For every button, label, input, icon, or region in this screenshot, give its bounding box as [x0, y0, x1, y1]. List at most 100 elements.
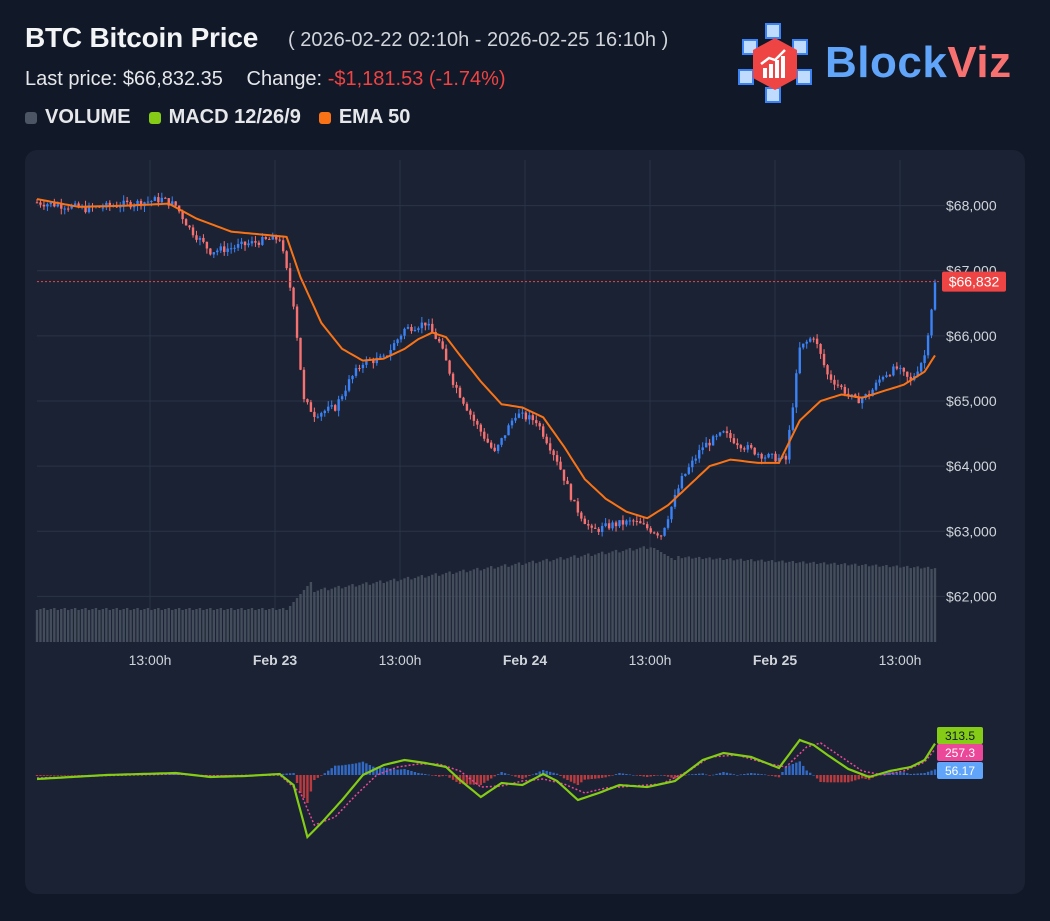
candle-body: [840, 385, 843, 388]
volume-bar: [555, 558, 559, 642]
macd-histogram-bar: [337, 765, 340, 775]
volume-bar: [295, 598, 299, 642]
candle-body: [521, 412, 524, 414]
volume-bar: [91, 609, 94, 642]
macd-histogram-bar: [333, 765, 337, 775]
macd-histogram-bar: [177, 774, 181, 775]
x-tick-label: 13:00h: [129, 652, 172, 668]
legend-item-volume[interactable]: VOLUME: [25, 106, 131, 129]
date-range: ( 2026-02-22 02:10h - 2026-02-25 16:10h …: [288, 29, 669, 51]
logo-wordmark: BlockViz: [825, 38, 1012, 88]
volume-bar: [42, 608, 46, 642]
macd-histogram-bar: [351, 763, 354, 775]
volume-bar: [899, 567, 902, 642]
macd-histogram-bar: [340, 765, 344, 775]
volume-bar: [479, 570, 482, 642]
candle-body: [777, 457, 781, 462]
macd-histogram-bar: [746, 773, 749, 775]
macd-histogram-bar: [677, 775, 680, 778]
candle-body: [763, 457, 767, 459]
last-price-value: $66,832.35: [122, 68, 223, 90]
candle-body: [812, 338, 815, 340]
candle-body: [299, 337, 302, 370]
candle-body: [188, 225, 191, 228]
legend-item-macd[interactable]: MACD 12/26/9: [148, 106, 301, 129]
candle-body: [618, 520, 621, 527]
candle-body: [87, 205, 91, 213]
volume-bar: [379, 580, 382, 642]
volume-bar: [635, 549, 639, 642]
macd-histogram-bar: [538, 771, 541, 775]
candle-body: [885, 375, 888, 378]
candle-body: [881, 377, 885, 380]
macd-histogram-bar: [795, 762, 798, 775]
candle-body: [774, 453, 777, 462]
volume-bar: [604, 554, 607, 642]
candle-body: [306, 399, 309, 403]
macd-histogram-bar: [625, 774, 628, 775]
macd-histogram-bar: [77, 775, 80, 776]
candle-body: [545, 436, 548, 444]
macd-histogram-bar: [403, 769, 406, 775]
macd-histogram-bar: [923, 773, 926, 775]
x-tick-label: 13:00h: [879, 652, 922, 668]
ema-50-line: [36, 198, 936, 520]
volume-bar: [205, 609, 209, 642]
macd-histogram-bar: [548, 771, 552, 775]
macd-histogram-bar: [635, 775, 639, 776]
volume-bar: [701, 559, 704, 642]
candle-body: [437, 338, 441, 342]
macd-histogram-bar: [576, 775, 580, 785]
volume-bar: [750, 559, 753, 642]
volume-bar: [490, 566, 493, 642]
candle-body: [725, 431, 729, 434]
volume-bar: [552, 559, 555, 642]
volume-bar: [760, 559, 763, 642]
volume-bar: [843, 563, 847, 642]
last-price-label: Last price:: [25, 68, 118, 90]
candle-body: [510, 420, 514, 426]
candle-body: [247, 243, 250, 246]
candle-body: [261, 237, 264, 245]
macd-histogram-bar: [691, 774, 694, 775]
volume-bar: [410, 579, 413, 642]
macd-histogram-bar: [507, 774, 510, 775]
candle-body: [587, 524, 590, 526]
volume-bar: [87, 610, 91, 642]
macd-histogram-bar: [767, 775, 770, 776]
macd-histogram-bar: [632, 775, 635, 776]
candle-body: [396, 339, 399, 344]
candle-body: [275, 235, 278, 240]
legend-item-ema[interactable]: EMA 50: [318, 106, 410, 129]
volume-bar: [77, 610, 80, 642]
candle-body: [680, 475, 684, 489]
candle-body: [372, 359, 375, 364]
macd-histogram-bar: [902, 772, 905, 775]
candle-body: [223, 246, 226, 252]
volume-bar: [826, 564, 829, 642]
candle-body: [531, 415, 535, 421]
volume-bar: [167, 608, 170, 642]
volume-bar: [181, 610, 184, 642]
candle-body: [361, 364, 365, 369]
volume-bar: [94, 608, 98, 642]
macd-histogram-bar: [597, 775, 600, 779]
candle-body: [313, 411, 316, 417]
candle-body: [760, 453, 763, 459]
volume-bar: [840, 564, 843, 642]
candle-body: [233, 247, 236, 249]
macd-histogram-bar: [295, 775, 299, 783]
volume-bar: [281, 608, 285, 642]
macd-histogram-bar: [652, 775, 656, 776]
macd-value-tag: [937, 744, 983, 761]
candle-body: [413, 329, 417, 332]
volume-bar: [316, 590, 320, 642]
macd-histogram-bar: [292, 773, 295, 775]
candle-body: [750, 445, 753, 448]
candle-body: [666, 519, 670, 528]
volume-bar: [458, 571, 462, 642]
volume-bar: [864, 564, 867, 642]
volume-bar: [711, 559, 715, 642]
candle-body: [829, 374, 833, 380]
